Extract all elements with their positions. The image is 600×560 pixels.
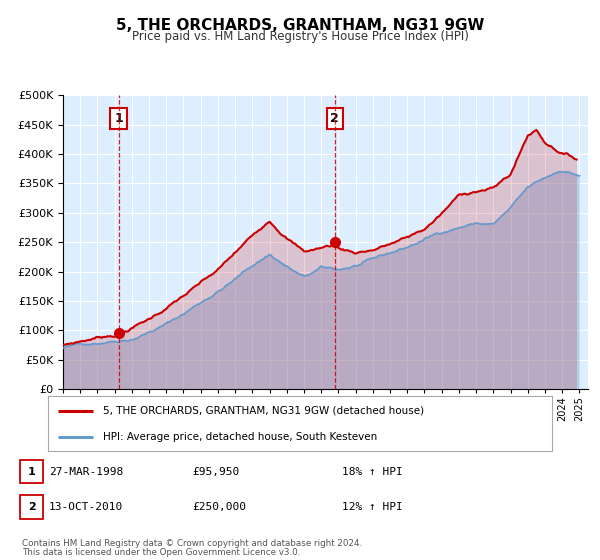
- Text: 18% ↑ HPI: 18% ↑ HPI: [342, 466, 403, 477]
- Text: 2: 2: [28, 502, 35, 512]
- Text: 13-OCT-2010: 13-OCT-2010: [49, 502, 124, 512]
- Text: 5, THE ORCHARDS, GRANTHAM, NG31 9GW: 5, THE ORCHARDS, GRANTHAM, NG31 9GW: [116, 18, 484, 33]
- Text: 5, THE ORCHARDS, GRANTHAM, NG31 9GW (detached house): 5, THE ORCHARDS, GRANTHAM, NG31 9GW (det…: [103, 406, 425, 416]
- Text: 12% ↑ HPI: 12% ↑ HPI: [342, 502, 403, 512]
- Text: £250,000: £250,000: [192, 502, 246, 512]
- Text: £95,950: £95,950: [192, 466, 239, 477]
- Text: 1: 1: [114, 112, 123, 125]
- Text: Contains HM Land Registry data © Crown copyright and database right 2024.: Contains HM Land Registry data © Crown c…: [22, 539, 362, 548]
- Text: This data is licensed under the Open Government Licence v3.0.: This data is licensed under the Open Gov…: [22, 548, 300, 557]
- Text: 2: 2: [331, 112, 339, 125]
- Text: 27-MAR-1998: 27-MAR-1998: [49, 466, 124, 477]
- Text: Price paid vs. HM Land Registry's House Price Index (HPI): Price paid vs. HM Land Registry's House …: [131, 30, 469, 43]
- Text: HPI: Average price, detached house, South Kesteven: HPI: Average price, detached house, Sout…: [103, 432, 377, 442]
- Text: 1: 1: [28, 466, 35, 477]
